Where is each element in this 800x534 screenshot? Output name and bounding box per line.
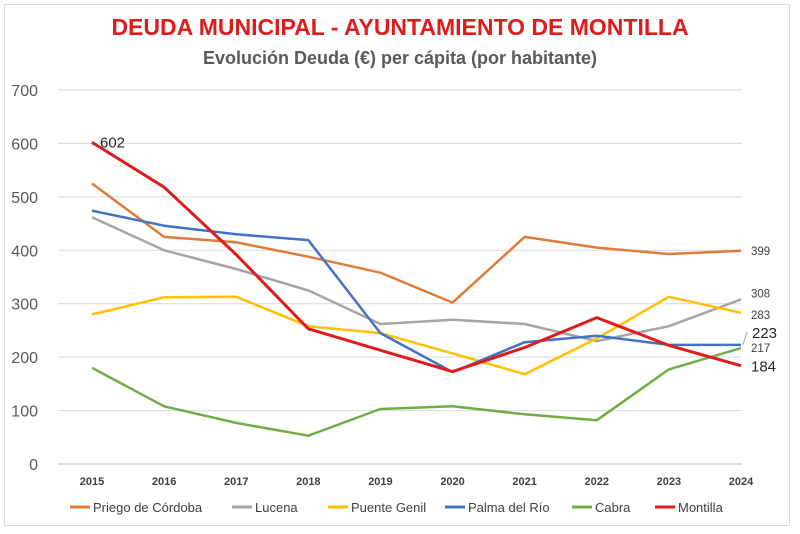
data-label-leader	[742, 331, 748, 346]
data-label: 283	[751, 310, 770, 322]
series-line	[91, 209, 741, 374]
y-tick-label: 200	[11, 350, 38, 367]
x-tick-label: 2023	[657, 476, 681, 488]
y-tick-label: 100	[11, 404, 38, 421]
y-tick-label: 700	[11, 83, 38, 100]
legend-item-label: Priego de Córdoba	[93, 500, 203, 515]
x-tick-label: 2018	[296, 476, 320, 488]
x-tick-label: 2022	[585, 476, 609, 488]
y-tick-label: 400	[11, 243, 38, 260]
x-tick-label: 2016	[152, 476, 176, 488]
legend-item-label: Palma del Río	[468, 500, 550, 515]
chart-subtitle: Evolución Deuda (€) per cápita (por habi…	[202, 48, 598, 68]
y-tick-label: 500	[11, 190, 38, 207]
x-tick-label: 2019	[368, 476, 392, 488]
series-line	[91, 216, 742, 343]
legend-item-label: Montilla	[678, 500, 724, 515]
chart-title: DEUDA MUNICIPAL - AYUNTAMIENTO DE MONTIL…	[111, 14, 689, 40]
data-label: 223	[752, 325, 777, 342]
series-line	[91, 295, 742, 376]
data-label: 602	[100, 134, 125, 151]
x-tick-label: 2021	[512, 476, 536, 488]
x-tick-label: 2024	[729, 476, 754, 488]
series-line	[91, 346, 742, 437]
x-tick-label: 2020	[440, 476, 464, 488]
data-label: 217	[751, 343, 770, 355]
x-tick-label: 2015	[80, 476, 104, 488]
y-tick-label: 300	[11, 297, 38, 314]
legend-item-label: Cabra	[595, 500, 631, 515]
x-tick-label: 2017	[224, 476, 248, 488]
data-label: 308	[751, 288, 770, 300]
legend-item-label: Lucena	[255, 500, 298, 515]
series-line	[91, 182, 742, 304]
data-label: 184	[751, 359, 776, 376]
y-tick-label: 600	[11, 136, 38, 153]
chart-frame	[4, 4, 790, 526]
legend-item-label: Puente Genil	[351, 500, 426, 515]
data-label: 399	[751, 246, 770, 258]
series-line	[91, 141, 742, 374]
y-tick-label: 0	[29, 457, 38, 474]
